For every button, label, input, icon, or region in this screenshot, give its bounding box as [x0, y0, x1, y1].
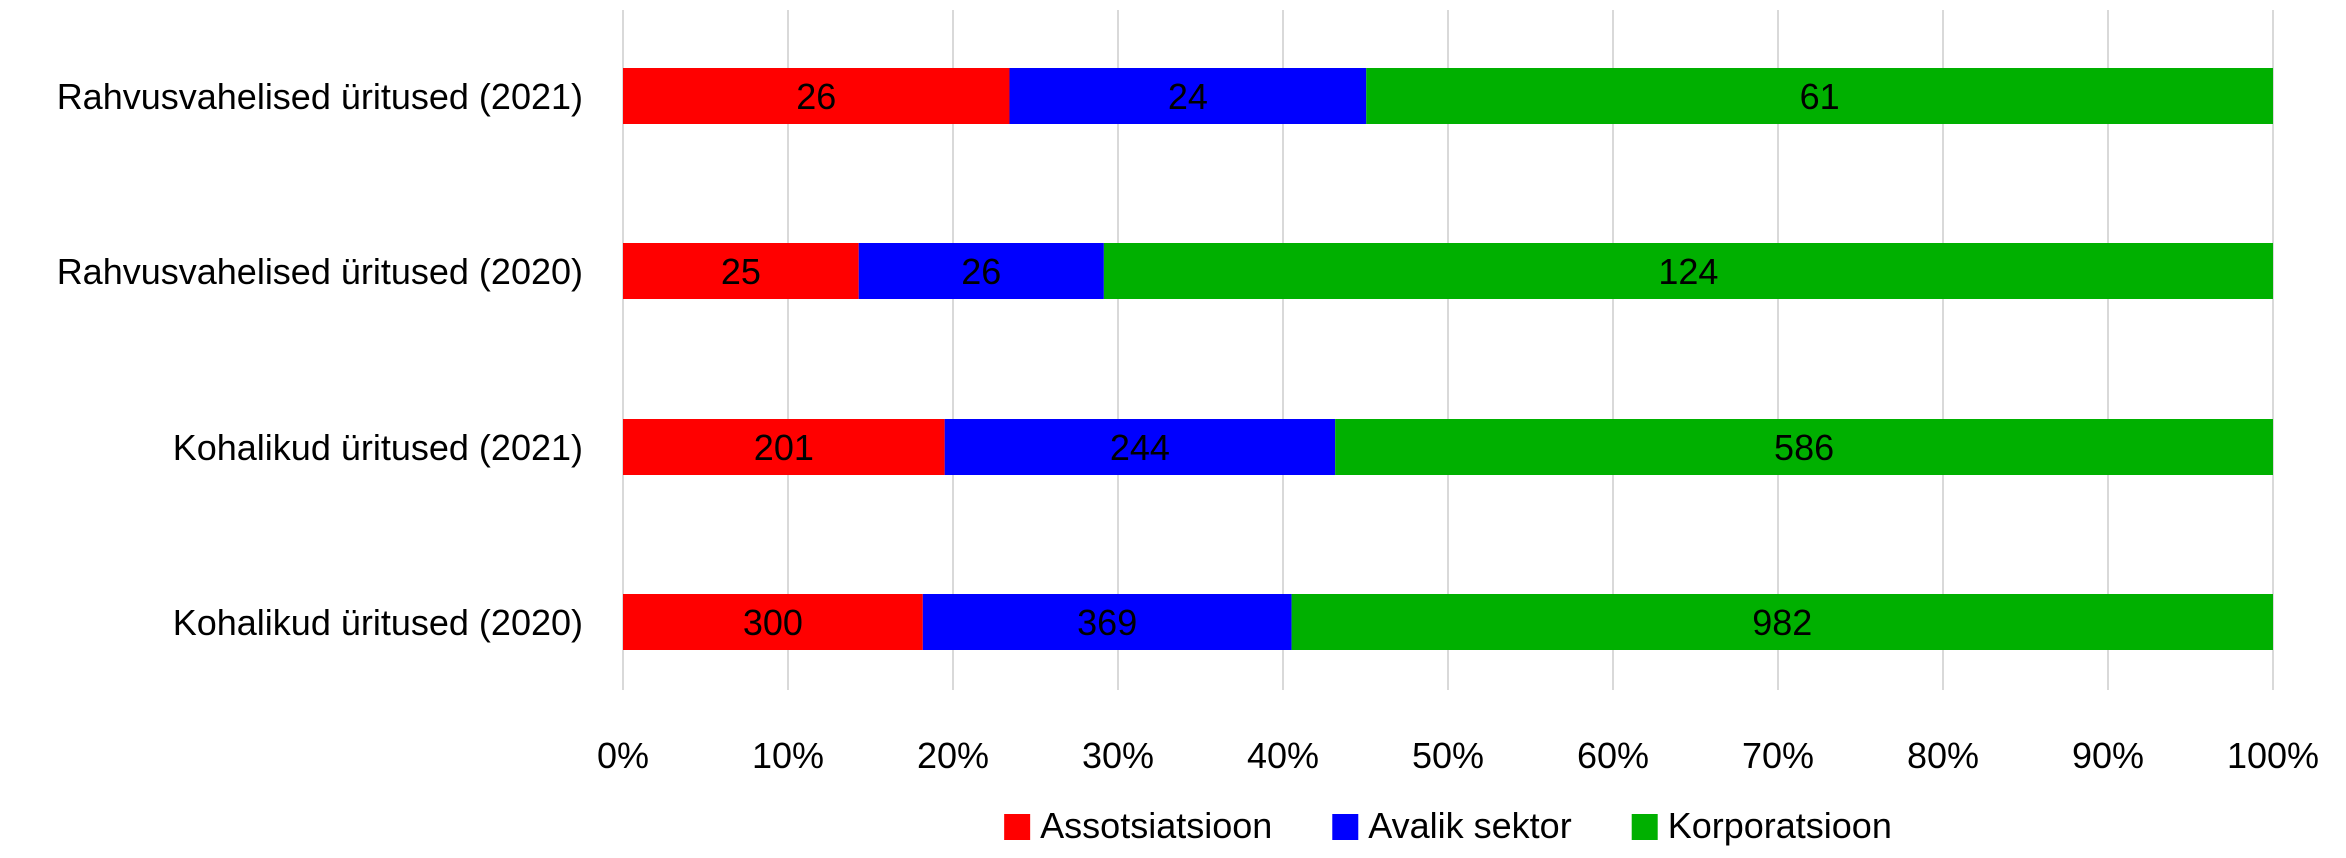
data-label: 24 — [1168, 76, 1208, 117]
data-label: 300 — [743, 602, 803, 643]
legend-item: Avalik sektor — [1332, 805, 1572, 846]
bar-segment — [1291, 594, 2273, 650]
data-label: 201 — [754, 427, 814, 468]
bar-segment — [623, 594, 923, 650]
legend-label: Assotsiatsioon — [1040, 805, 1272, 846]
legend-label: Korporatsioon — [1668, 805, 1892, 846]
category-label: Kohalikud üritused (2020) — [173, 602, 583, 643]
legend-swatch — [1631, 814, 1658, 840]
legend-swatch — [1004, 814, 1031, 840]
data-label: 124 — [1658, 251, 1718, 292]
legend-item: Korporatsioon — [1631, 805, 1892, 846]
legend-item: Assotsiatsioon — [1004, 805, 1272, 846]
data-labels: 26 24 61 25 26 124 201 244 586 300 369 982 — [721, 76, 1840, 643]
bar-segment — [922, 594, 1292, 650]
bar-segment — [623, 68, 1010, 124]
legend-label: Avalik sektor — [1368, 805, 1571, 846]
bar-segment — [1103, 243, 2273, 299]
x-tick-label: 10% — [752, 735, 824, 776]
data-label: 369 — [1077, 602, 1137, 643]
data-label: 25 — [721, 251, 761, 292]
data-label: 982 — [1752, 602, 1812, 643]
x-tick-label: 50% — [1412, 735, 1484, 776]
category-label: Rahvusvahelised üritused (2021) — [57, 76, 583, 117]
bar-segment — [623, 243, 859, 299]
x-tick-label: 80% — [1907, 735, 1979, 776]
bar-segment — [1366, 68, 2273, 124]
x-tick-label: 40% — [1247, 735, 1319, 776]
legend: Assotsiatsioon Avalik sektor Korporatsioon — [1004, 805, 1892, 846]
data-label: 26 — [796, 76, 836, 117]
bar-segment — [858, 243, 1104, 299]
x-tick-label: 20% — [917, 735, 989, 776]
category-axis: Rahvusvahelised üritused (2021) Rahvusvah… — [57, 76, 583, 643]
category-label: Rahvusvahelised üritused (2020) — [57, 251, 583, 292]
x-tick-label: 0% — [597, 735, 649, 776]
data-label: 61 — [1800, 76, 1840, 117]
value-axis: 0% 10% 20% 30% 40% 50% 60% 70% 80% 90% 100% — [597, 735, 2319, 776]
legend-swatch — [1332, 814, 1359, 840]
x-tick-label: 30% — [1082, 735, 1154, 776]
data-label: 26 — [961, 251, 1001, 292]
bar-segment — [944, 419, 1336, 475]
data-label: 244 — [1110, 427, 1170, 468]
bar-segment — [1335, 419, 2273, 475]
bar-segment — [623, 419, 945, 475]
bar-segment — [1009, 68, 1367, 124]
bars — [623, 68, 2273, 650]
data-label: 586 — [1774, 427, 1834, 468]
x-tick-label: 90% — [2072, 735, 2144, 776]
x-tick-label: 60% — [1577, 735, 1649, 776]
category-label: Kohalikud üritused (2021) — [173, 427, 583, 468]
x-tick-label: 70% — [1742, 735, 1814, 776]
x-tick-label: 100% — [2227, 735, 2319, 776]
